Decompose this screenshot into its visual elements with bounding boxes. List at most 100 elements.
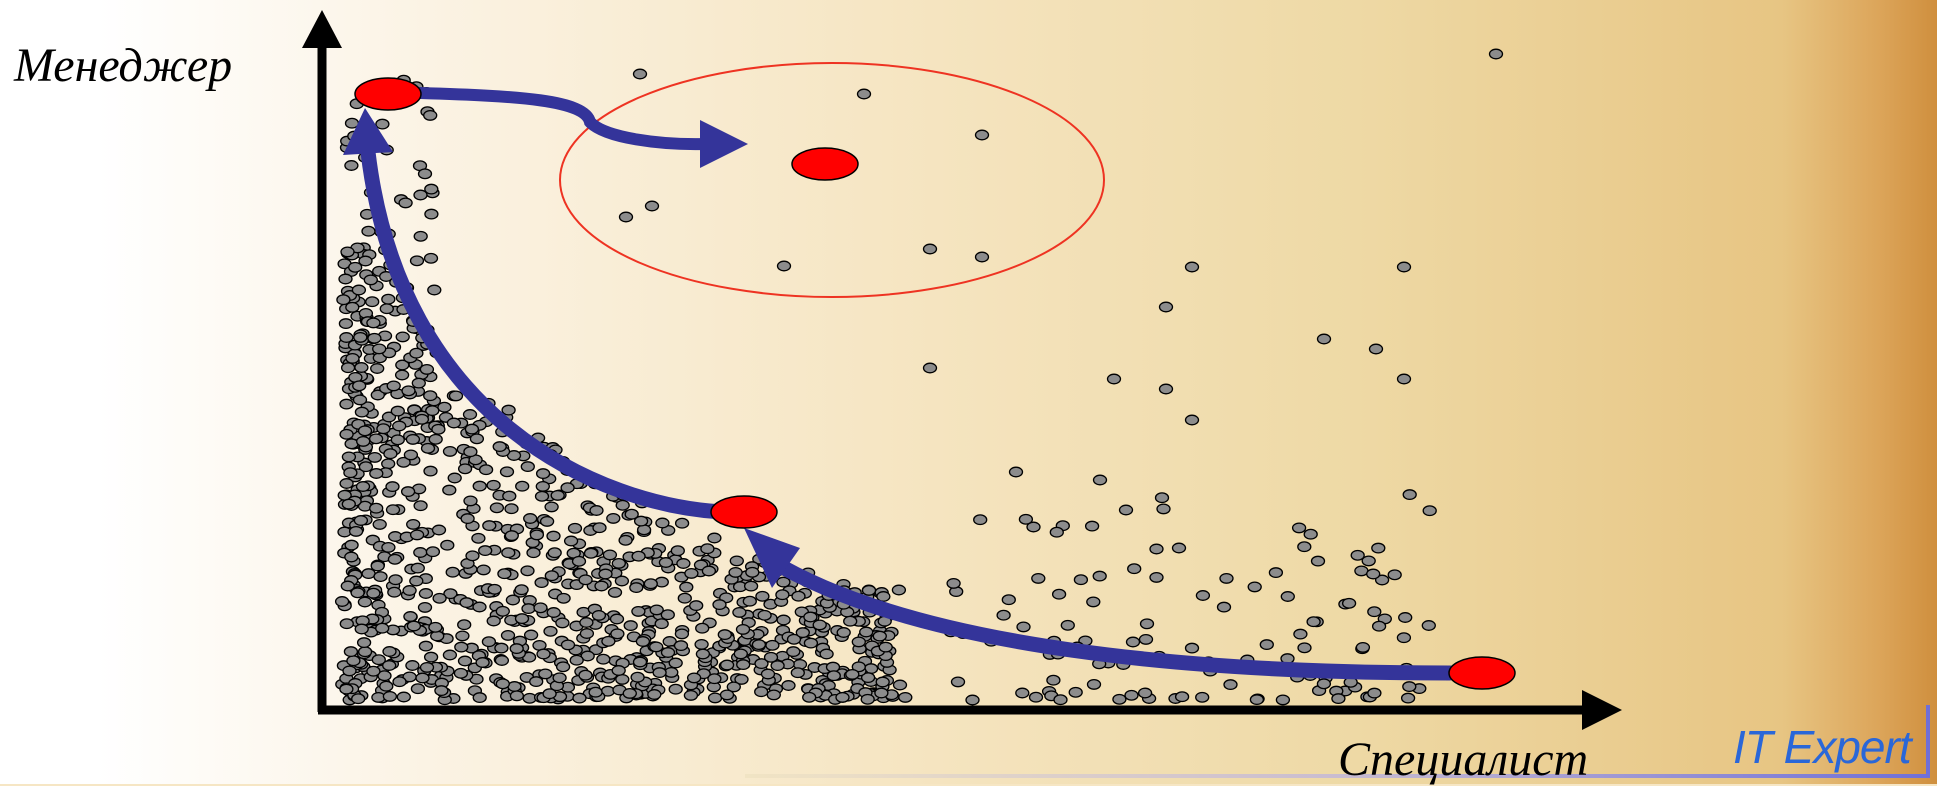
person-dot [515,480,530,492]
person-dot [400,486,416,498]
person-dot [684,567,699,579]
person-dot [353,515,369,526]
person-dot [707,692,723,704]
person-dot [1402,489,1417,501]
person-dot [1149,543,1164,555]
person-dot [694,638,709,650]
person-dot [386,380,401,392]
person-dot [356,435,371,447]
person-dot [423,252,439,264]
person-dot [472,480,487,492]
person-dot [457,655,473,667]
person-dot [367,332,382,344]
person-dot [376,423,391,435]
person-dot [1158,383,1174,395]
person-dot [403,611,418,622]
person-dot [475,657,490,668]
brand-underline [745,774,1930,778]
person-dot [743,580,759,592]
person-dot [589,505,604,516]
person-dot [765,639,780,651]
brand-side-bar [1926,705,1930,778]
person-dot [406,518,421,530]
person-dot [357,646,373,658]
person-dot [1331,693,1346,705]
person-dot [432,592,447,604]
person-dot [1118,504,1134,516]
person-dot [624,508,639,520]
person-dot [775,589,790,601]
person-dot [1016,621,1031,633]
person-dot [471,532,486,544]
person-dot [1316,333,1332,345]
person-dot [447,472,462,484]
person-dot [387,553,403,565]
person-dot [1297,541,1312,553]
person-dot [481,636,497,648]
person-dot [623,620,638,632]
person-dot [357,425,373,437]
person-dot [1112,693,1127,705]
person-dot [974,251,990,263]
person-dot [826,670,841,682]
person-dot [462,409,478,420]
arrow-manager-to-zone-head [700,120,748,168]
person-dot [341,451,357,463]
person-dot [340,246,355,258]
person-dot [609,613,625,625]
person-dot [734,673,749,685]
person-dot [875,676,890,688]
person-dot [973,514,988,526]
person-dot [1367,606,1382,618]
highlight-manager [354,77,422,111]
person-dot [478,464,494,476]
person-dot [476,564,491,576]
person-dot [1368,343,1384,355]
person-dot [594,580,609,592]
person-dot [776,614,791,626]
person-dot [1297,642,1312,654]
person-dot [766,689,781,701]
person-dot [387,586,402,598]
person-dot [719,659,735,671]
person-dot [1303,528,1318,540]
person-dot [1086,678,1102,690]
person-dot [382,660,397,671]
person-dot [402,585,417,596]
person-dot [755,590,770,602]
person-dot [361,568,376,580]
person-dot [736,659,751,671]
person-dot [343,646,359,658]
person-dot [369,468,384,479]
person-dot [658,557,674,568]
person-dot [560,482,575,494]
person-dot [571,555,587,567]
person-dot [534,577,549,589]
person-dot [610,628,625,640]
person-dot [418,640,434,652]
person-dot [1400,692,1416,704]
person-dot [396,456,411,468]
arrow-specialist-to-middle [762,552,1458,681]
person-dot [859,626,874,638]
person-dot [431,524,447,536]
person-dot [367,451,382,463]
person-dot [591,609,607,621]
person-dot [495,605,510,617]
person-dot [424,183,439,195]
person-dot [482,520,497,532]
person-dot [366,587,381,599]
person-dot [592,522,607,534]
person-dot [629,582,644,594]
person-dot [1249,694,1265,706]
person-dot [845,668,860,680]
person-dot [1028,691,1044,703]
person-dot [472,692,487,704]
person-dot [459,597,474,609]
person-dot [1138,633,1154,645]
person-dot [1149,571,1164,583]
person-dot [469,433,485,445]
person-dot [1184,642,1200,654]
person-dot [345,301,360,313]
person-dot [1158,301,1174,313]
